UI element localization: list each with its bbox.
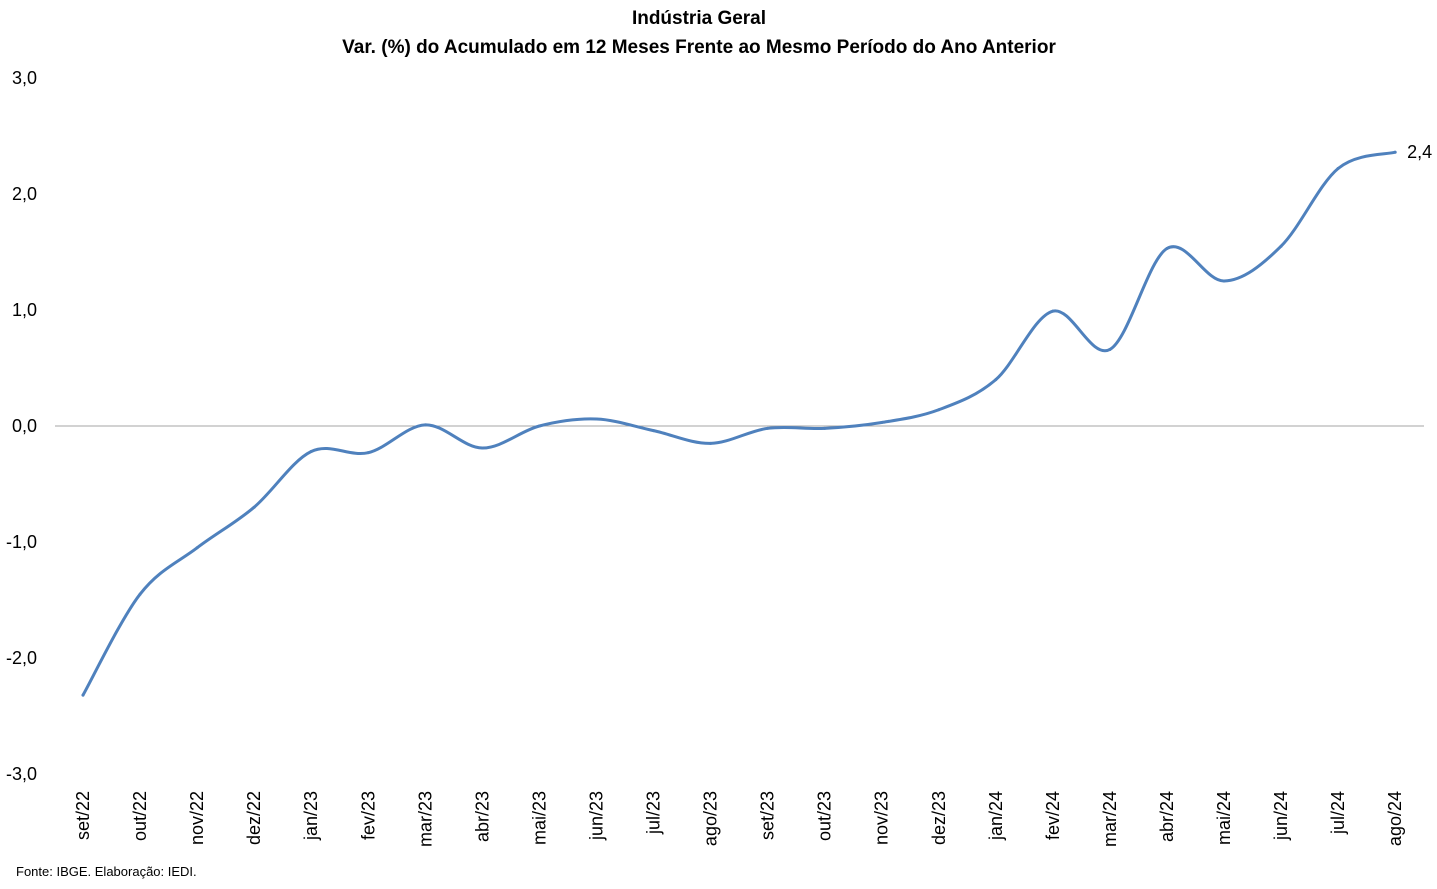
x-tick-label: set/23 xyxy=(758,791,778,840)
data-point xyxy=(766,426,770,430)
y-tick-label: 3,0 xyxy=(12,68,37,88)
data-point xyxy=(1222,279,1226,283)
data-points xyxy=(81,150,1397,697)
x-tick-label: jan/24 xyxy=(986,791,1006,841)
x-tick-label: jan/23 xyxy=(301,791,321,841)
x-tick-label: ago/23 xyxy=(701,791,721,846)
x-tick-label: mai/24 xyxy=(1214,791,1234,845)
x-tick-label: mar/23 xyxy=(415,791,435,847)
data-point xyxy=(138,592,142,596)
x-tick-label: jul/23 xyxy=(644,791,664,835)
x-axis: set/22 out/22 nov/22 dez/22 jan/23 fev/23 mar/… xyxy=(73,791,1405,847)
data-point xyxy=(594,417,598,421)
source-note: Fonte: IBGE. Elaboração: IEDI. xyxy=(16,864,197,879)
y-tick-label: 2,0 xyxy=(12,184,37,204)
data-point xyxy=(81,693,85,697)
x-tick-label: ago/24 xyxy=(1385,791,1405,846)
series-line xyxy=(81,150,1397,697)
y-tick-label: -2,0 xyxy=(6,648,37,668)
x-tick-label: nov/22 xyxy=(187,791,207,845)
chart-subtitle: Var. (%) do Acumulado em 12 Meses Frente… xyxy=(342,37,1056,58)
data-point xyxy=(309,450,313,454)
data-point xyxy=(937,408,941,412)
x-tick-label: mai/23 xyxy=(529,791,549,845)
data-point xyxy=(652,429,655,433)
data-point xyxy=(823,426,827,430)
data-point xyxy=(1279,244,1283,248)
data-point xyxy=(537,424,541,428)
x-tick-label: set/22 xyxy=(73,791,93,840)
x-tick-label: fev/24 xyxy=(1043,791,1063,840)
data-point xyxy=(994,378,998,382)
x-tick-label: mar/24 xyxy=(1100,791,1120,847)
data-point xyxy=(1108,347,1112,351)
x-tick-label: dez/22 xyxy=(244,791,264,845)
y-tick-label: -1,0 xyxy=(6,532,37,552)
y-tick-label: -3,0 xyxy=(6,764,37,784)
chart-title: Indústria Geral xyxy=(632,8,766,29)
data-point xyxy=(880,421,884,425)
y-tick-label: 0,0 xyxy=(12,416,37,436)
x-tick-label: jul/24 xyxy=(1328,791,1348,835)
y-tick-label: 1,0 xyxy=(12,300,37,320)
data-point xyxy=(1165,247,1169,251)
data-labels: 2,4 xyxy=(1407,142,1432,162)
x-tick-label: jun/24 xyxy=(1271,791,1291,841)
x-tick-label: out/22 xyxy=(130,791,150,841)
data-point xyxy=(1051,309,1055,313)
x-tick-label: dez/23 xyxy=(929,791,949,845)
data-point xyxy=(1336,166,1340,170)
data-point xyxy=(709,441,713,445)
x-tick-label: abr/24 xyxy=(1157,791,1177,842)
data-point xyxy=(366,451,370,455)
x-tick-label: fev/23 xyxy=(358,791,378,840)
data-label: 2,4 xyxy=(1407,142,1432,162)
x-tick-label: out/23 xyxy=(815,791,835,841)
x-tick-label: abr/23 xyxy=(472,791,492,842)
data-point xyxy=(1393,150,1397,154)
data-point xyxy=(423,423,427,427)
y-axis: 3,0 2,0 1,0 0,0 -1,0 -2,0 -3,0 xyxy=(6,68,37,784)
data-point xyxy=(195,546,199,550)
x-tick-label: nov/23 xyxy=(872,791,892,845)
data-point xyxy=(480,446,484,450)
x-tick-label: jun/23 xyxy=(586,791,606,841)
data-point xyxy=(252,505,256,509)
